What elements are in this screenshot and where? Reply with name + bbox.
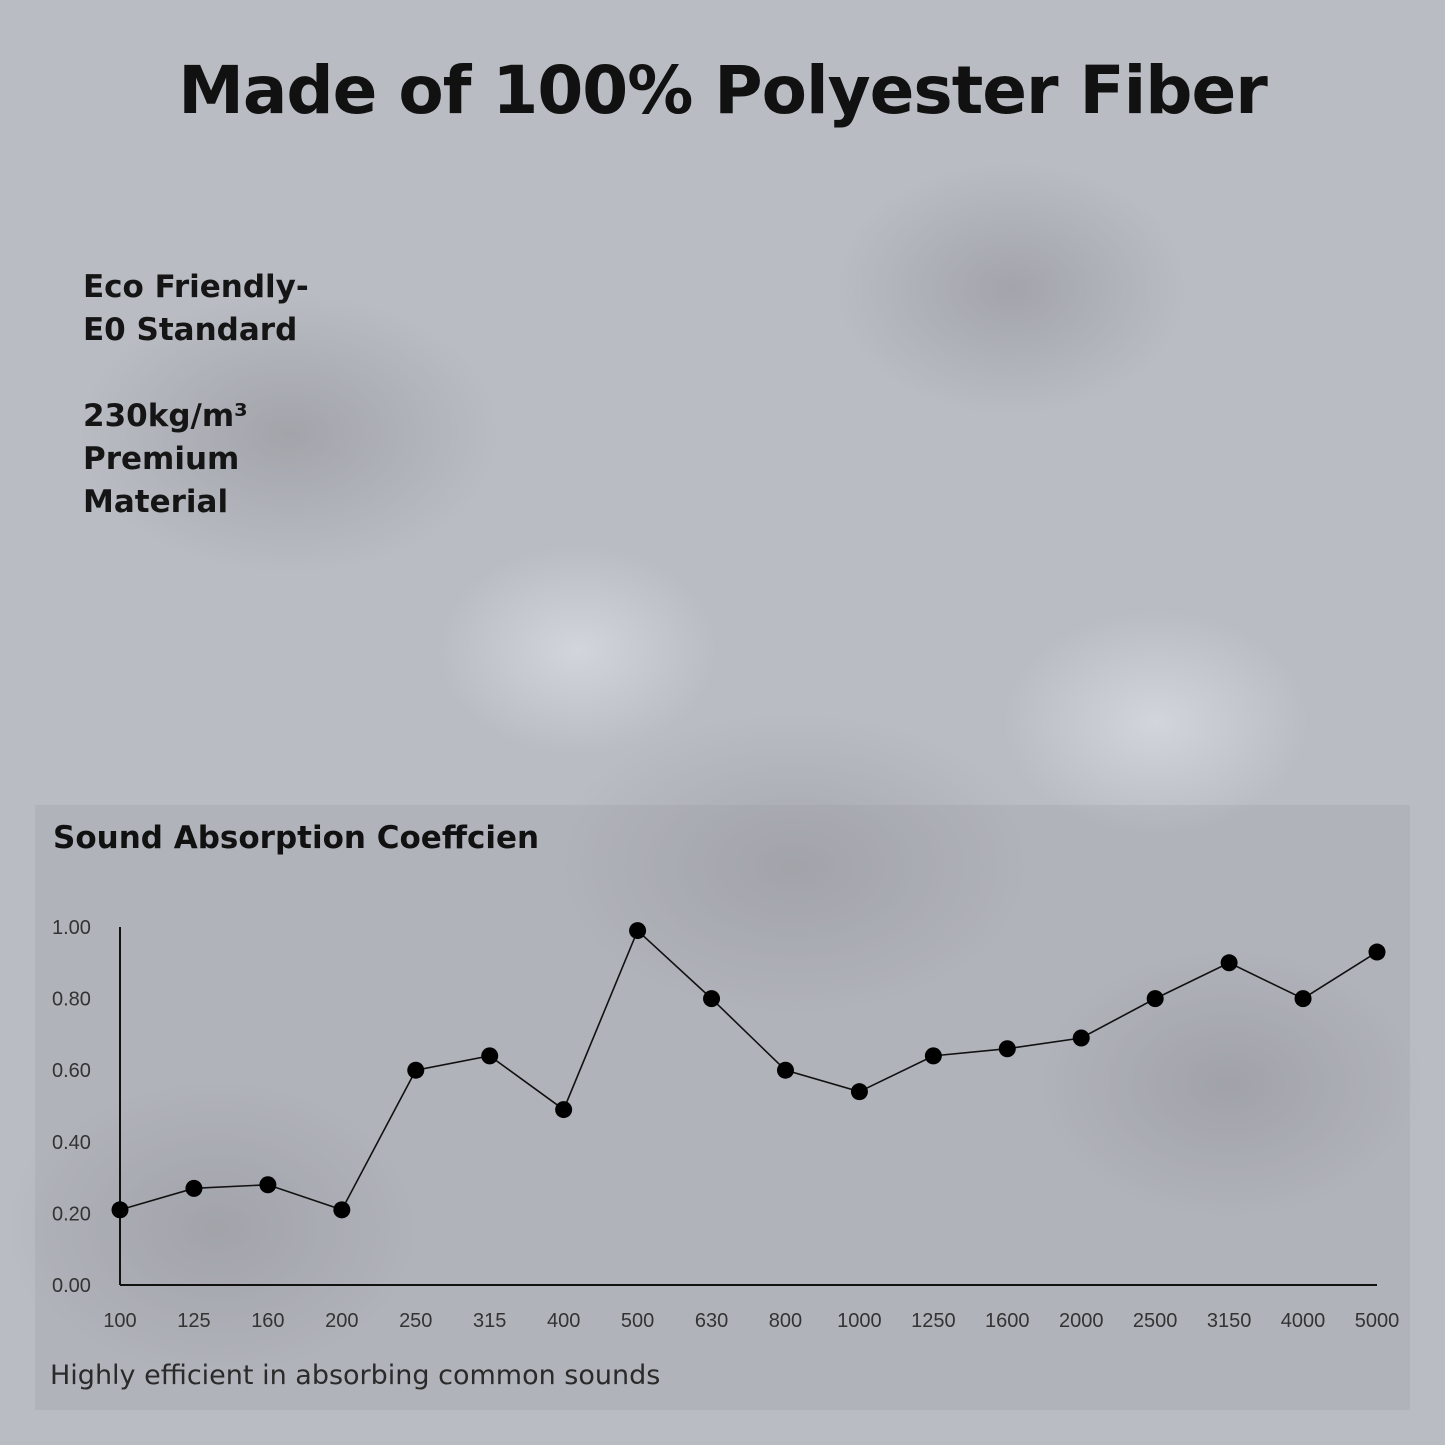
x-tick-label: 1000 [837,1310,882,1332]
y-tick-label: 1.00 [52,917,91,939]
data-point [1072,1029,1090,1047]
x-tick-label: 5000 [1355,1310,1400,1332]
x-tick-label: 100 [103,1310,136,1332]
y-tick-label: 0.00 [52,1275,91,1297]
data-point [333,1201,351,1219]
data-point [1368,943,1386,961]
data-point [1220,954,1238,972]
x-tick-label: 125 [177,1310,210,1332]
x-tick-label: 250 [399,1310,432,1332]
series-line [119,929,1378,1211]
data-point [850,1083,868,1101]
data-point [924,1047,942,1065]
data-point [1294,990,1312,1008]
feature-density: 230kg/m³ [83,398,248,434]
caption: Highly efficient in absorbing common sou… [50,1360,661,1391]
x-tick-label: 1250 [911,1310,956,1332]
data-point [1146,990,1164,1008]
headline: Made of 100% Polyester Fiber [178,52,1268,129]
y-tick-label: 0.80 [52,989,91,1011]
data-point [776,1061,794,1079]
feature-eco-friendly: Eco Friendly- [83,269,309,305]
x-tick-label: 315 [473,1310,506,1332]
chart-panel [35,805,1410,1410]
x-tick-label: 2500 [1133,1310,1178,1332]
data-point [185,1179,203,1197]
x-tick-label: 630 [695,1310,728,1332]
x-tick-label: 200 [325,1310,358,1332]
x-tick-label: 4000 [1281,1310,1326,1332]
feature-material: Material [83,484,229,520]
data-point [703,990,721,1008]
data-point [407,1061,425,1079]
data-point [481,1047,499,1065]
data-point [998,1040,1016,1058]
feature-premium: Premium [83,441,240,477]
x-tick-label: 800 [769,1310,802,1332]
x-tick-label: 3150 [1207,1310,1252,1332]
feature-e0-standard: E0 Standard [83,312,298,348]
y-tick-label: 0.40 [52,1132,91,1154]
x-tick-label: 1600 [985,1310,1030,1332]
chart-title: Sound Absorption Coeffcien [53,820,540,856]
x-tick-label: 2000 [1059,1310,1104,1332]
data-point [111,1201,129,1219]
y-tick-label: 0.60 [52,1060,91,1082]
x-tick-label: 160 [251,1310,284,1332]
data-point [259,1176,277,1194]
x-tick-label: 400 [547,1310,580,1332]
x-tick-label: 500 [621,1310,654,1332]
data-point [555,1101,573,1119]
y-tick-label: 0.20 [52,1203,91,1225]
data-point [629,922,647,940]
